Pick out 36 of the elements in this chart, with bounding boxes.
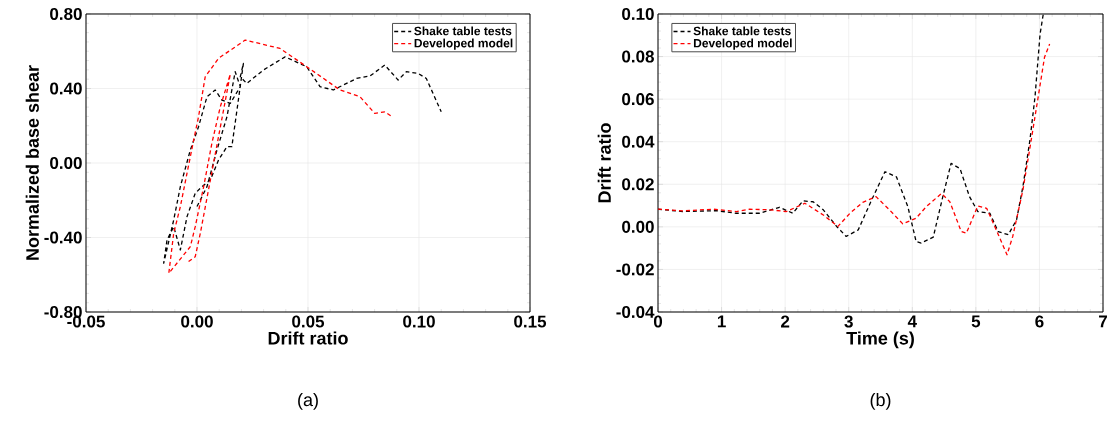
- legend-label: Developed model: [693, 38, 792, 50]
- x-axis-title: Time (s): [846, 331, 914, 349]
- y-tick-label: 0.04: [622, 135, 655, 148]
- y-tick-label: 0.40: [50, 82, 82, 95]
- x-tick-label: 2: [781, 315, 790, 328]
- y-axis-title: Drift ratio: [597, 123, 611, 203]
- y-tick-label: 0.02: [622, 178, 654, 191]
- line-series: [163, 56, 442, 264]
- legend-label: Developed model: [414, 38, 513, 50]
- x-tick-label: 0: [653, 315, 663, 328]
- x-tick-label: 3: [844, 315, 853, 328]
- y-tick-label: 0.08: [622, 50, 654, 63]
- x-tick-label: 5: [971, 315, 981, 328]
- y-tick-label: -0.02: [616, 263, 654, 276]
- y-tick-label: 0.06: [622, 93, 654, 106]
- y-axis-title: Normalized base shear: [25, 65, 39, 260]
- text: (b): [870, 393, 891, 410]
- x-axis-title: Drift ratio: [268, 331, 348, 345]
- y-tick-label: 0.80: [50, 7, 82, 21]
- y-tick-label: 0.00: [50, 156, 82, 170]
- y-tick-label: -0.04: [616, 305, 655, 319]
- x-tick-label: 4: [907, 315, 917, 328]
- x-tick-label: 7: [1099, 315, 1107, 328]
- y-tick-label: 0.00: [622, 220, 654, 233]
- x-tick-label: 6: [1035, 315, 1044, 328]
- legend-label: Shake table tests: [414, 26, 512, 36]
- line-series: [168, 39, 394, 274]
- x-tick-label: 0.05: [292, 315, 325, 328]
- text: (a): [298, 393, 318, 410]
- x-tick-label: 0.15: [514, 315, 547, 328]
- y-tick-label: -0.40: [44, 231, 82, 244]
- legend-label: Shake table tests: [693, 26, 791, 36]
- y-tick-label: 0.10: [622, 7, 654, 21]
- x-tick-label: 0.00: [181, 315, 213, 328]
- x-tick-label: 1: [717, 315, 726, 328]
- x-tick-label: 0.10: [403, 315, 435, 328]
